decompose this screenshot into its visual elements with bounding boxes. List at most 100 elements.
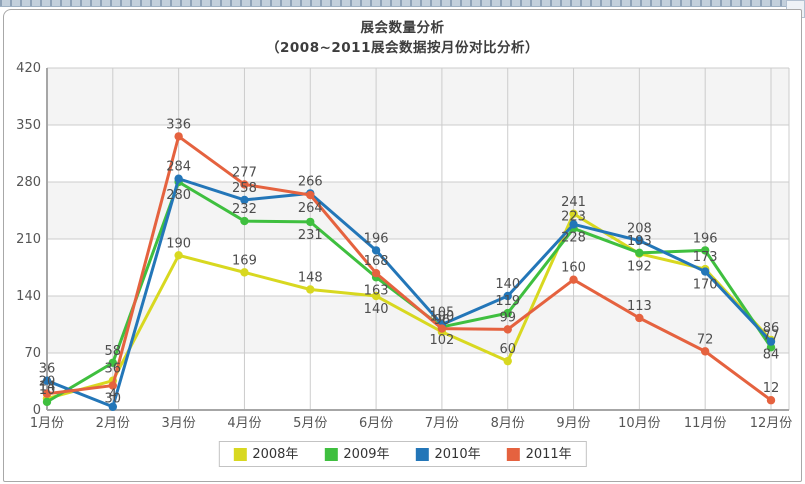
series-line bbox=[46, 134, 772, 402]
data-point[interactable] bbox=[569, 209, 578, 218]
data-point[interactable] bbox=[240, 216, 249, 226]
data-point[interactable] bbox=[635, 248, 644, 258]
data-point[interactable] bbox=[240, 195, 249, 205]
y-tick-label: 210 bbox=[16, 232, 41, 247]
point-label: 231 bbox=[298, 228, 323, 243]
point-label: 99 bbox=[499, 310, 516, 325]
point-label: 105 bbox=[429, 306, 454, 321]
point-label: 77 bbox=[763, 328, 780, 343]
data-point[interactable] bbox=[700, 267, 710, 276]
x-tick-label: 5月份 bbox=[293, 416, 327, 431]
chart-legend: 2008年 2009年 2010年 2011年 bbox=[218, 441, 587, 467]
data-point[interactable] bbox=[240, 268, 249, 277]
point-label: 208 bbox=[627, 222, 652, 237]
series-line bbox=[46, 177, 773, 409]
point-label: 12 bbox=[763, 381, 780, 396]
point-label: 36 bbox=[39, 362, 56, 377]
data-point[interactable] bbox=[503, 325, 512, 334]
legend-swatch bbox=[506, 447, 520, 461]
legend-label: 2011年 bbox=[525, 446, 572, 462]
data-point[interactable] bbox=[437, 324, 447, 333]
point-label: 58 bbox=[105, 344, 122, 359]
data-point[interactable] bbox=[635, 313, 644, 323]
data-point[interactable] bbox=[700, 246, 710, 255]
legend-item-2011年[interactable]: 2011年 bbox=[506, 446, 572, 462]
data-point[interactable] bbox=[174, 132, 183, 141]
point-label: 30 bbox=[105, 392, 122, 407]
data-point[interactable] bbox=[42, 389, 52, 398]
point-label: 232 bbox=[232, 202, 257, 217]
x-tick-label: 8月份 bbox=[491, 416, 525, 431]
point-labels: 3620141058363043362842801902772582321692… bbox=[39, 117, 780, 406]
chart-title: 展会数量分析 bbox=[360, 20, 445, 36]
legend-label: 2008年 bbox=[252, 446, 299, 462]
x-tick-label: 1月份 bbox=[30, 416, 64, 431]
x-tick-label: 2月份 bbox=[96, 416, 130, 431]
y-tick-label: 280 bbox=[16, 175, 41, 190]
plot-band bbox=[47, 68, 789, 125]
point-label: 169 bbox=[232, 253, 257, 268]
point-label: 86 bbox=[763, 321, 780, 336]
data-point[interactable] bbox=[503, 356, 512, 366]
point-label: 173 bbox=[693, 250, 718, 265]
data-point[interactable] bbox=[42, 397, 52, 407]
legend-item-2010年[interactable]: 2010年 bbox=[415, 447, 481, 461]
plot-bands bbox=[47, 68, 789, 353]
data-point[interactable] bbox=[306, 285, 315, 294]
x-tick-label: 3月份 bbox=[161, 416, 195, 431]
data-point[interactable] bbox=[766, 337, 776, 346]
point-label: 60 bbox=[499, 342, 516, 357]
point-label: 148 bbox=[298, 270, 323, 285]
data-point[interactable] bbox=[569, 275, 578, 284]
point-label: 280 bbox=[166, 188, 191, 203]
point-label: 113 bbox=[627, 299, 652, 314]
data-point[interactable] bbox=[766, 396, 776, 405]
data-point[interactable] bbox=[306, 190, 315, 200]
legend-swatch bbox=[415, 447, 429, 461]
x-tick-label: 6月份 bbox=[359, 416, 393, 431]
legend-item-2009年[interactable]: 2009年 bbox=[324, 446, 390, 462]
x-tick-label: 11月份 bbox=[684, 416, 727, 431]
data-point[interactable] bbox=[240, 180, 249, 189]
data-point[interactable] bbox=[371, 291, 381, 301]
point-label: 160 bbox=[561, 261, 586, 276]
data-point[interactable] bbox=[503, 291, 512, 301]
point-label: 140 bbox=[495, 277, 520, 292]
data-point[interactable] bbox=[700, 347, 710, 356]
data-point[interactable] bbox=[42, 376, 52, 385]
point-label: 193 bbox=[627, 234, 652, 249]
point-label: 96 bbox=[434, 313, 451, 328]
legend-item-2008年[interactable]: 2008年 bbox=[233, 446, 299, 462]
data-point[interactable] bbox=[503, 308, 512, 318]
point-label: 168 bbox=[364, 254, 389, 269]
point-label: 266 bbox=[298, 174, 323, 189]
point-label: 192 bbox=[627, 260, 652, 275]
point-label: 72 bbox=[697, 332, 714, 347]
y-axis-labels: 0 70 140 210 280 350 420 bbox=[16, 61, 41, 418]
x-tick-label: 10月份 bbox=[618, 416, 661, 431]
data-point[interactable] bbox=[108, 381, 118, 390]
data-point[interactable] bbox=[635, 236, 644, 245]
point-label: 241 bbox=[561, 195, 586, 210]
legend-label: 2009年 bbox=[343, 446, 390, 462]
point-label: 228 bbox=[561, 230, 586, 245]
y-tick-label: 70 bbox=[24, 346, 41, 361]
point-label: 223 bbox=[561, 209, 586, 224]
data-point[interactable] bbox=[569, 220, 578, 229]
x-axis-labels: 1月份 2月份 3月份 4月份 5月份 6月份 7月份 8月份 9月份 10月份 11月份 12月份 bbox=[30, 416, 792, 431]
y-tick-label: 420 bbox=[16, 61, 41, 76]
data-point[interactable] bbox=[108, 402, 118, 411]
series-2011年 bbox=[42, 132, 776, 405]
point-label: 119 bbox=[495, 294, 520, 309]
point-label: 336 bbox=[166, 117, 191, 132]
point-label: 196 bbox=[693, 231, 718, 246]
data-point[interactable] bbox=[174, 251, 183, 260]
point-label: 4 bbox=[109, 388, 117, 403]
data-point[interactable] bbox=[371, 269, 381, 278]
data-point[interactable] bbox=[174, 174, 183, 183]
point-label: 264 bbox=[298, 201, 323, 216]
data-point[interactable] bbox=[108, 358, 118, 367]
data-point[interactable] bbox=[371, 246, 381, 255]
data-point[interactable] bbox=[306, 217, 315, 227]
